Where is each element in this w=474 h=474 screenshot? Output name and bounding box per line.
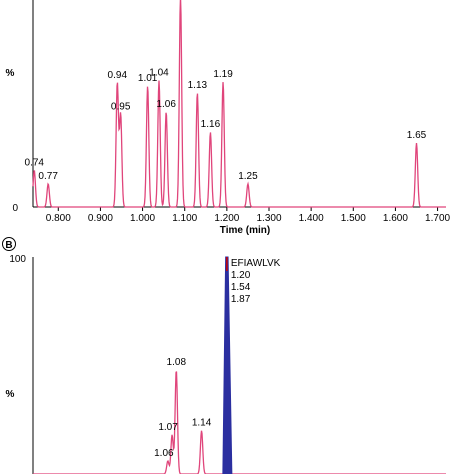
panel-a-x-ticks: 0.800 0.900 1.000 1.100 1.200 1.300 1.400 1.500… xyxy=(46,207,451,224)
panel-a-x-tick-label: 1.700 xyxy=(425,213,450,224)
panel-a-x-tick-label: 0.800 xyxy=(46,213,71,224)
panel-a-trace xyxy=(32,0,446,208)
panel-b-annotation-line: 1.20 xyxy=(231,270,251,281)
panel-b: B 100 % 1.06 1.07 1.08 1.14 EFIAWLVK1.201.5… xyxy=(2,237,446,474)
panel-a-peak-label: 1.25 xyxy=(238,171,258,182)
panel-a-peak-label: 0.77 xyxy=(38,171,58,182)
panel-a-peak-label: 1.16 xyxy=(201,119,221,130)
panel-a-peak-label: 1.04 xyxy=(149,68,169,79)
panel-a-x-tick-label: 1.000 xyxy=(130,213,155,224)
panel-a-y-tick-0: 0 xyxy=(12,203,18,214)
panel-b-peak-label: 1.14 xyxy=(192,418,212,429)
panel-a-peak-label: 0.74 xyxy=(25,157,45,168)
panel-a-x-tick-label: 1.300 xyxy=(256,213,281,224)
panel-a-y-label: % xyxy=(6,68,15,79)
panel-b-y-tick-100: 100 xyxy=(9,254,26,265)
panel-b-annotation-line: 1.54 xyxy=(231,282,251,293)
panel-b-peak-labels: 1.06 1.07 1.08 1.14 xyxy=(154,357,212,459)
panel-a-x-tick-label: 1.400 xyxy=(299,213,324,224)
panel-b-letter: B xyxy=(5,240,12,251)
panel-a-peak-label: 0.94 xyxy=(108,70,128,81)
panel-a-peak-label: 1.06 xyxy=(156,99,176,110)
panel-b-annotation-line: 1.87 xyxy=(231,294,251,305)
panel-a-peak-label: 1.13 xyxy=(188,80,208,91)
panel-a-x-tick-label: 1.100 xyxy=(172,213,197,224)
panel-a-peak-label: 0.95 xyxy=(111,102,131,113)
panel-a-x-tick-label: 1.200 xyxy=(214,213,239,224)
panel-b-peak-label: 1.06 xyxy=(154,448,174,459)
panel-b-peak-label: 1.07 xyxy=(158,422,178,433)
panel-a-peak-labels: 0.74 0.77 0.94 0.95 1.011.04 1.06 1.13 1.16 1.19… xyxy=(25,68,427,182)
panel-b-y-label: % xyxy=(6,389,15,400)
panel-b-blue-peak xyxy=(222,256,233,474)
panel-a: % 0 0.800 0.900 1.000 1.100 1.200 1.300 1.400 1… xyxy=(6,0,451,236)
panel-a-x-tick-label: 0.900 xyxy=(88,213,113,224)
panel-b-annotation-line: EFIAWLVK xyxy=(231,258,281,269)
panel-b-peak-label: 1.08 xyxy=(167,357,187,368)
panel-b-trace xyxy=(33,371,446,474)
panel-a-peak-label: 1.01 xyxy=(138,73,158,84)
panel-a-x-tick-label: 1.500 xyxy=(341,213,366,224)
panel-a-peak-label: 1.65 xyxy=(407,130,427,141)
panel-a-peak-label: 1.19 xyxy=(213,69,233,80)
panel-a-x-label: Time (min) xyxy=(220,225,270,236)
panel-b-letter-circle xyxy=(2,237,16,251)
panel-a-x-tick-label: 1.600 xyxy=(383,213,408,224)
